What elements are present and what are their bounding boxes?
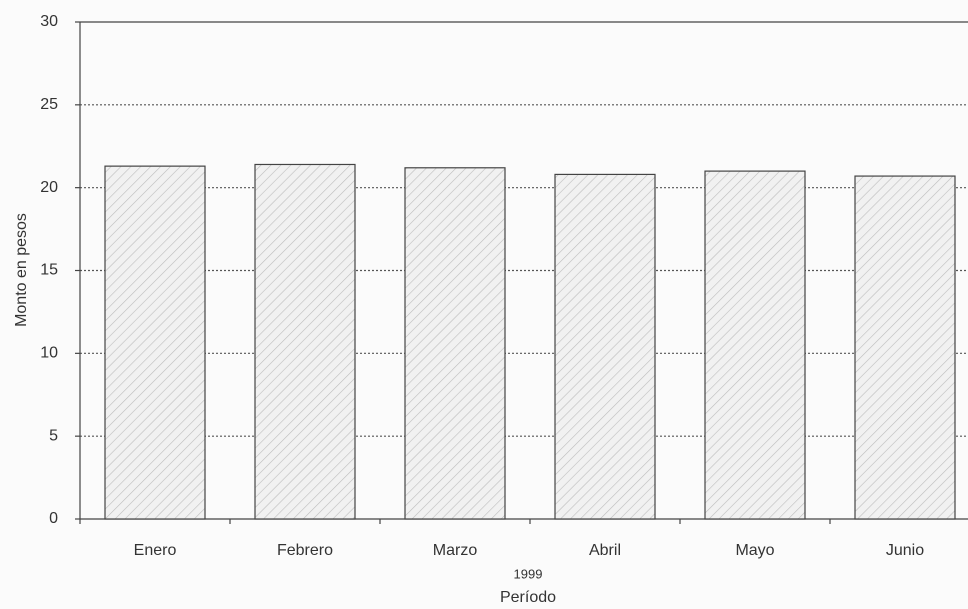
x-tick-label: Febrero [277, 542, 333, 559]
y-axis-label: Monto en pesos [13, 213, 30, 327]
y-tick-label: 15 [40, 262, 58, 279]
y-tick-label: 10 [40, 345, 58, 362]
bar [854, 175, 956, 520]
bar [104, 165, 206, 520]
x-tick-label: Marzo [433, 542, 478, 559]
bar [554, 173, 656, 520]
y-tick-label: 20 [40, 179, 58, 196]
x-tick-label: Junio [886, 542, 924, 559]
bar [704, 170, 806, 520]
y-tick-label: 30 [40, 13, 58, 30]
y-tick-label: 0 [49, 510, 58, 527]
y-tick-label: 5 [49, 427, 58, 444]
bar [404, 167, 506, 520]
x-tick-label: Abril [589, 542, 621, 559]
bar [254, 163, 356, 520]
x-axis-year-label: 1999 [514, 566, 543, 581]
x-axis-label: Período [500, 589, 556, 606]
y-tick-label: 25 [40, 96, 58, 113]
x-tick-label: Mayo [735, 542, 774, 559]
x-tick-label: Enero [134, 542, 177, 559]
